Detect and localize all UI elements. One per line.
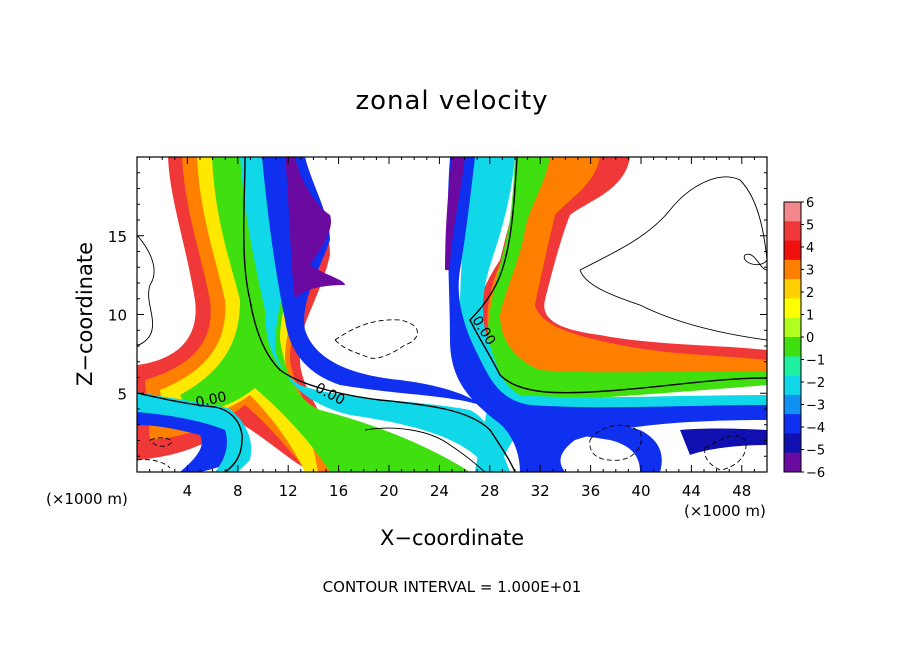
- band-cyan-left: [240, 157, 510, 472]
- band-blue-surface-right: [680, 428, 767, 455]
- colorbar-swatch: [784, 259, 801, 280]
- x-tick-label: 24: [430, 482, 449, 500]
- colorbar-swatch: [784, 375, 801, 396]
- colorbar-label: 0: [806, 331, 814, 346]
- colorbar-label: −2: [806, 376, 825, 391]
- positive-contour-left: [137, 234, 155, 346]
- colorbar-swatch: [784, 337, 801, 357]
- colorbar-label: 6: [806, 196, 814, 211]
- x-tick-label: 8: [233, 482, 243, 500]
- colorbar-label: 3: [806, 264, 814, 279]
- colorbar-swatch: [784, 298, 801, 319]
- positive-contour-right: [579, 176, 767, 341]
- zero-contour-lower: [137, 392, 243, 472]
- colorbar-swatch: [784, 394, 801, 415]
- colorbar-swatch: [784, 240, 801, 261]
- x-tick-label: 16: [329, 482, 348, 500]
- zero-contour-left: [243, 157, 516, 472]
- colorbar-label: −1: [806, 354, 825, 369]
- negative-contour-mid: [334, 319, 418, 359]
- x-tick-label: 44: [682, 482, 701, 500]
- zero-contour-right: [469, 157, 767, 394]
- colorbar-label: −4: [806, 421, 825, 436]
- colorbar-swatch: [784, 414, 801, 434]
- contour-interval-note: CONTOUR INTERVAL = 1.000E+01: [322, 578, 582, 596]
- x-tick-label: 48: [732, 482, 751, 500]
- colorbar-label: 2: [806, 286, 814, 301]
- colorbar-label: −6: [806, 466, 825, 481]
- band-blue-right: [447, 157, 767, 472]
- colorbar-swatch: [784, 202, 801, 222]
- x-tick-label: 28: [480, 482, 499, 500]
- negative-contour-lowerleft: [137, 437, 173, 469]
- colorbar-swatch: [784, 452, 801, 473]
- chart-title: zonal velocity: [355, 86, 549, 116]
- colorbar-swatch: [784, 279, 801, 299]
- band-purple-left: [285, 157, 345, 300]
- x-tick-label: 36: [581, 482, 600, 500]
- velocity-field: [137, 157, 767, 472]
- positive-contour-bottom: [364, 427, 486, 472]
- x-unit-label-right: (×1000 m): [684, 502, 766, 520]
- y-tick-label: 5: [117, 385, 127, 403]
- contour-lines: [137, 157, 767, 472]
- colorbar-label: −3: [806, 399, 825, 414]
- x-tick-label: 40: [631, 482, 650, 500]
- colorbar-label: 1: [806, 309, 814, 324]
- negative-contour-right: [589, 424, 642, 461]
- negative-contour-farright: [704, 435, 747, 471]
- x-tick-label: 20: [379, 482, 398, 500]
- x-axis-label: X−coordinate: [380, 526, 524, 550]
- colorbar: 6 5 4 3 2 1 0 −1 −2 −3 −4 −5 −6: [783, 196, 825, 481]
- x-tick-label: 32: [531, 482, 550, 500]
- colorbar-swatch: [784, 317, 801, 338]
- colorbar-swatch: [784, 221, 801, 241]
- colorbar-swatch: [784, 356, 801, 376]
- band-blue-surface: [530, 415, 662, 472]
- colorbar-label: 4: [806, 241, 814, 256]
- colorbar-label: 5: [806, 219, 814, 234]
- y-tick-label: 15: [108, 228, 127, 246]
- band-orange-right: [487, 157, 767, 391]
- colorbar-swatch: [784, 433, 801, 454]
- x-unit-label-left: (×1000 m): [46, 490, 128, 508]
- band-purple-right: [445, 157, 465, 270]
- colorbar-label: −5: [806, 444, 825, 459]
- x-tick-label: 4: [183, 482, 193, 500]
- band-cyan-lowerleft: [137, 392, 252, 472]
- y-tick-label: 10: [108, 307, 127, 325]
- contour-label: 0.00: [194, 389, 228, 411]
- x-tick-label: 12: [279, 482, 298, 500]
